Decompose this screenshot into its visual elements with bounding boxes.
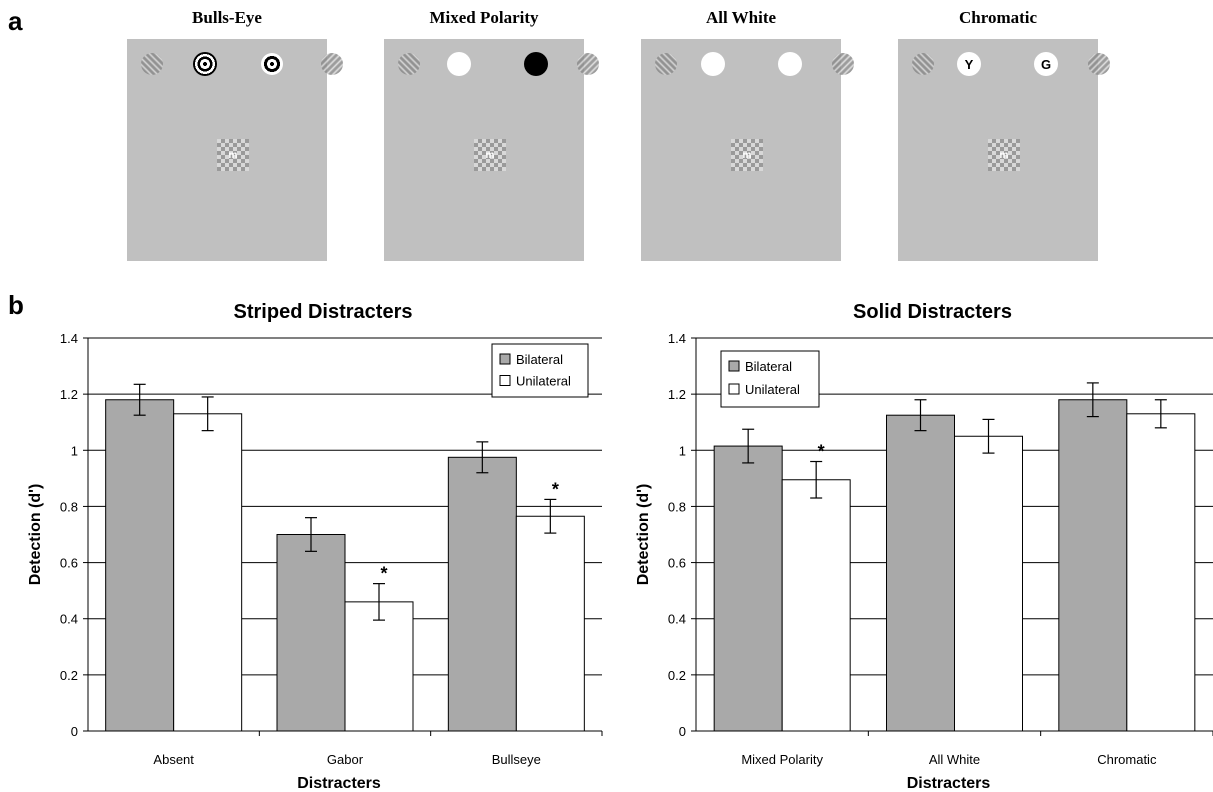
x-tick-label: Bullseye	[492, 752, 541, 767]
stimulus-title: Mixed Polarity	[429, 8, 539, 27]
right-chromatic-disc-distracter: G	[1034, 52, 1058, 76]
x-tick-label: Mixed Polarity	[741, 752, 823, 767]
bar-unilateral	[954, 435, 1023, 732]
legend-box	[720, 350, 820, 408]
right-disc-letter: G	[1040, 56, 1052, 72]
significance-marker: *	[552, 479, 559, 499]
x-tick-label: Gabor	[327, 752, 364, 767]
y-axis-label: Detection (d')	[27, 484, 44, 586]
y-tick-label: 0.2	[668, 668, 686, 683]
right-white-disc-distracter	[778, 52, 802, 76]
left-gabor-patch	[655, 53, 677, 75]
target-letter: m	[742, 149, 752, 161]
right-gabor-patch	[321, 53, 343, 75]
legend-label-bilateral: Bilateral	[516, 352, 563, 367]
left-bullseye-distracter	[193, 52, 217, 76]
panel-a-label: a	[8, 6, 23, 36]
bar-bilateral	[105, 399, 175, 732]
significance-marker: *	[380, 564, 387, 584]
x-axis-label: Distracters	[297, 775, 381, 792]
y-tick-label: 1	[71, 443, 78, 458]
panel-b-label: b	[8, 290, 24, 320]
stimulus-title: All White	[705, 8, 777, 27]
left-gabor-patch	[912, 53, 934, 75]
x-tick-label: All White	[929, 752, 980, 767]
right-gabor-patch	[577, 53, 599, 75]
left-white-disc-distracter	[701, 52, 725, 76]
significance-marker: *	[818, 442, 825, 462]
legend-label-unilateral: Unilateral	[516, 374, 571, 389]
bar-unilateral	[515, 515, 585, 732]
y-tick-label: 0.6	[60, 556, 78, 571]
stimulus-panel-bulls-eye: m	[127, 39, 343, 261]
y-tick-label: 1.2	[668, 387, 686, 402]
bar-bilateral	[713, 445, 783, 732]
chart-title: Solid Distracters	[853, 301, 1012, 323]
x-tick-label: Absent	[153, 752, 194, 767]
y-tick-label: 0.4	[60, 612, 78, 627]
central-target-patch: m	[474, 139, 506, 171]
bar-unilateral	[173, 413, 243, 732]
stimulus-panel-all-white: m	[641, 39, 854, 261]
target-letter: m	[485, 149, 495, 161]
left-gabor-patch	[141, 53, 163, 75]
bar-bilateral	[447, 456, 517, 732]
solid-distracters-chart: Solid Distracters 0 0.2 0.4 0.6 0.8 1 1.2 1.4 Det…	[635, 301, 1213, 792]
stimulus-panel-chromatic: Y G m	[898, 39, 1110, 261]
stimulus-title: Bulls-Eye	[192, 8, 262, 27]
legend-swatch-unilateral	[499, 375, 511, 386]
legend-swatch-bilateral	[499, 353, 511, 365]
x-axis-label: Distracters	[907, 775, 991, 792]
central-target-patch: m	[731, 139, 763, 171]
bar-unilateral	[344, 601, 414, 732]
legend-label-unilateral: Unilateral	[745, 382, 800, 397]
y-tick-label: 0	[71, 724, 78, 739]
right-gabor-patch	[832, 53, 854, 75]
y-tick-label: 0.4	[668, 612, 686, 627]
right-black-disc-distracter	[524, 52, 548, 76]
y-tick-label: 0.8	[668, 499, 686, 514]
y-tick-label: 0.6	[668, 556, 686, 571]
central-target-patch: m	[988, 139, 1020, 171]
y-tick-label: 1.2	[60, 387, 78, 402]
left-chromatic-disc-distracter: Y	[957, 52, 981, 76]
y-tick-label: 1	[679, 443, 686, 458]
striped-distracters-chart: Striped Distracters 0 0.2 0.4 0.6 0.8 1 1.2 1.4 D…	[27, 301, 603, 792]
stimulus-panel-mixed-polarity: m	[384, 39, 599, 261]
chart-title: Striped Distracters	[234, 301, 413, 323]
bar-unilateral	[1126, 413, 1196, 732]
legend-swatch-bilateral	[728, 360, 740, 372]
legend-swatch-unilateral	[728, 383, 740, 395]
bar-bilateral	[276, 534, 346, 732]
left-gabor-patch	[398, 53, 420, 75]
stimulus-title: Chromatic	[958, 8, 1038, 27]
target-letter: m	[999, 149, 1009, 161]
y-tick-label: 0	[679, 724, 686, 739]
y-tick-label: 1.4	[60, 331, 78, 346]
y-tick-label: 0.8	[60, 499, 78, 514]
left-white-disc-distracter	[447, 52, 471, 76]
bar-unilateral	[781, 479, 851, 732]
legend-box	[491, 343, 589, 398]
bar-bilateral	[886, 414, 955, 732]
y-tick-label: 0.2	[60, 668, 78, 683]
left-disc-letter: Y	[964, 56, 974, 72]
central-target-patch: m	[217, 139, 249, 171]
right-bullseye-distracter	[261, 53, 283, 75]
target-letter: m	[228, 149, 238, 161]
legend-label-bilateral: Bilateral	[745, 359, 792, 374]
right-gabor-patch	[1088, 53, 1110, 75]
x-tick-label: Chromatic	[1097, 752, 1157, 767]
bar-bilateral	[1058, 399, 1128, 732]
y-tick-label: 1.4	[668, 331, 686, 346]
y-axis-label: Detection (d')	[635, 484, 652, 586]
